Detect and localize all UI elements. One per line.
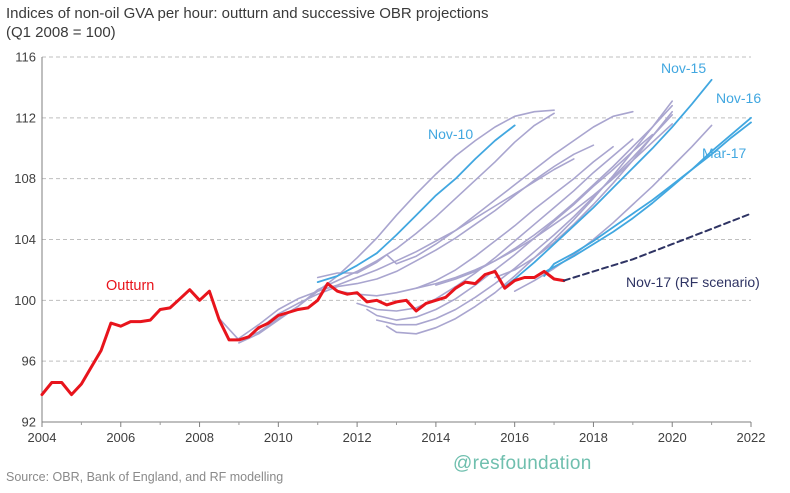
highlight-projection-series [316,78,752,288]
annotation-nov-17-rf-scenario: Nov-17 (RF scenario) [626,274,760,290]
series-line-nov-17-rf-scenario [562,212,752,282]
brand-handle: @resfoundation [453,453,592,474]
annotation-outturn: Outturn [106,278,154,294]
series-line-projection [435,104,674,286]
y-tick-label: 100 [14,293,36,308]
y-tick-label: 104 [14,232,36,247]
x-tick-label: 2012 [343,430,372,445]
source-note: Source: OBR, Bank of England, and RF mod… [6,470,284,484]
series-line-projection [366,133,654,321]
annotation-mar-17: Mar-17 [702,145,747,161]
outturn-and-scenario-series [40,212,752,397]
series-line-projection [385,100,674,335]
x-tick-label: 2018 [579,430,608,445]
series-line-projection [375,114,674,326]
series-line-mar-17 [543,121,752,277]
x-tick-label: 2014 [421,430,450,445]
series-line-projection [238,112,555,344]
series-line-nov-10 [316,124,516,284]
annotation-nov-16: Nov-16 [716,90,761,106]
x-tick-label: 2006 [106,430,135,445]
x-tick-label: 2010 [264,430,293,445]
series-line-projection [336,145,614,297]
series-labels: Outturn Nov-10 Nov-15 Nov-16 Mar-17 Nov-17 (R… [106,60,761,294]
chart-title: Indices of non-oil GVA per hour: outturn… [6,4,488,42]
chart-title-line2: (Q1 2008 = 100) [6,24,116,41]
series-line-projection [257,144,595,331]
series-line-projection [356,138,634,312]
y-tick-label: 112 [15,110,36,125]
y-tick-label: 96 [22,354,36,369]
series-line-projection [415,123,674,290]
series-line-projection [494,110,674,279]
series-line-nov-16 [533,116,752,279]
series-line-projection [316,110,634,279]
y-tick-label: 108 [14,171,36,186]
series-line-projection [218,109,555,341]
x-tick-label: 2020 [658,430,687,445]
annotation-nov-10: Nov-10 [428,126,473,142]
series-line-outturn [40,269,566,397]
x-tick-label: 2022 [737,430,766,445]
y-tick-label: 116 [15,50,36,65]
x-tick-label: 2004 [28,430,57,445]
series-line-nov-15 [503,78,713,288]
gridlines [42,56,751,362]
axes: 92 96 100 104 108 112 116 2004 2006 2008 2010 2012 2… [14,50,765,446]
chart-title-line1: Indices of non-oil GVA per hour: outturn… [6,5,489,22]
x-tick-label: 2008 [185,430,214,445]
other-projection-series [218,100,713,344]
x-tick-label: 2016 [500,430,529,445]
y-tick-label: 92 [22,415,36,430]
annotation-nov-15: Nov-15 [661,60,706,76]
